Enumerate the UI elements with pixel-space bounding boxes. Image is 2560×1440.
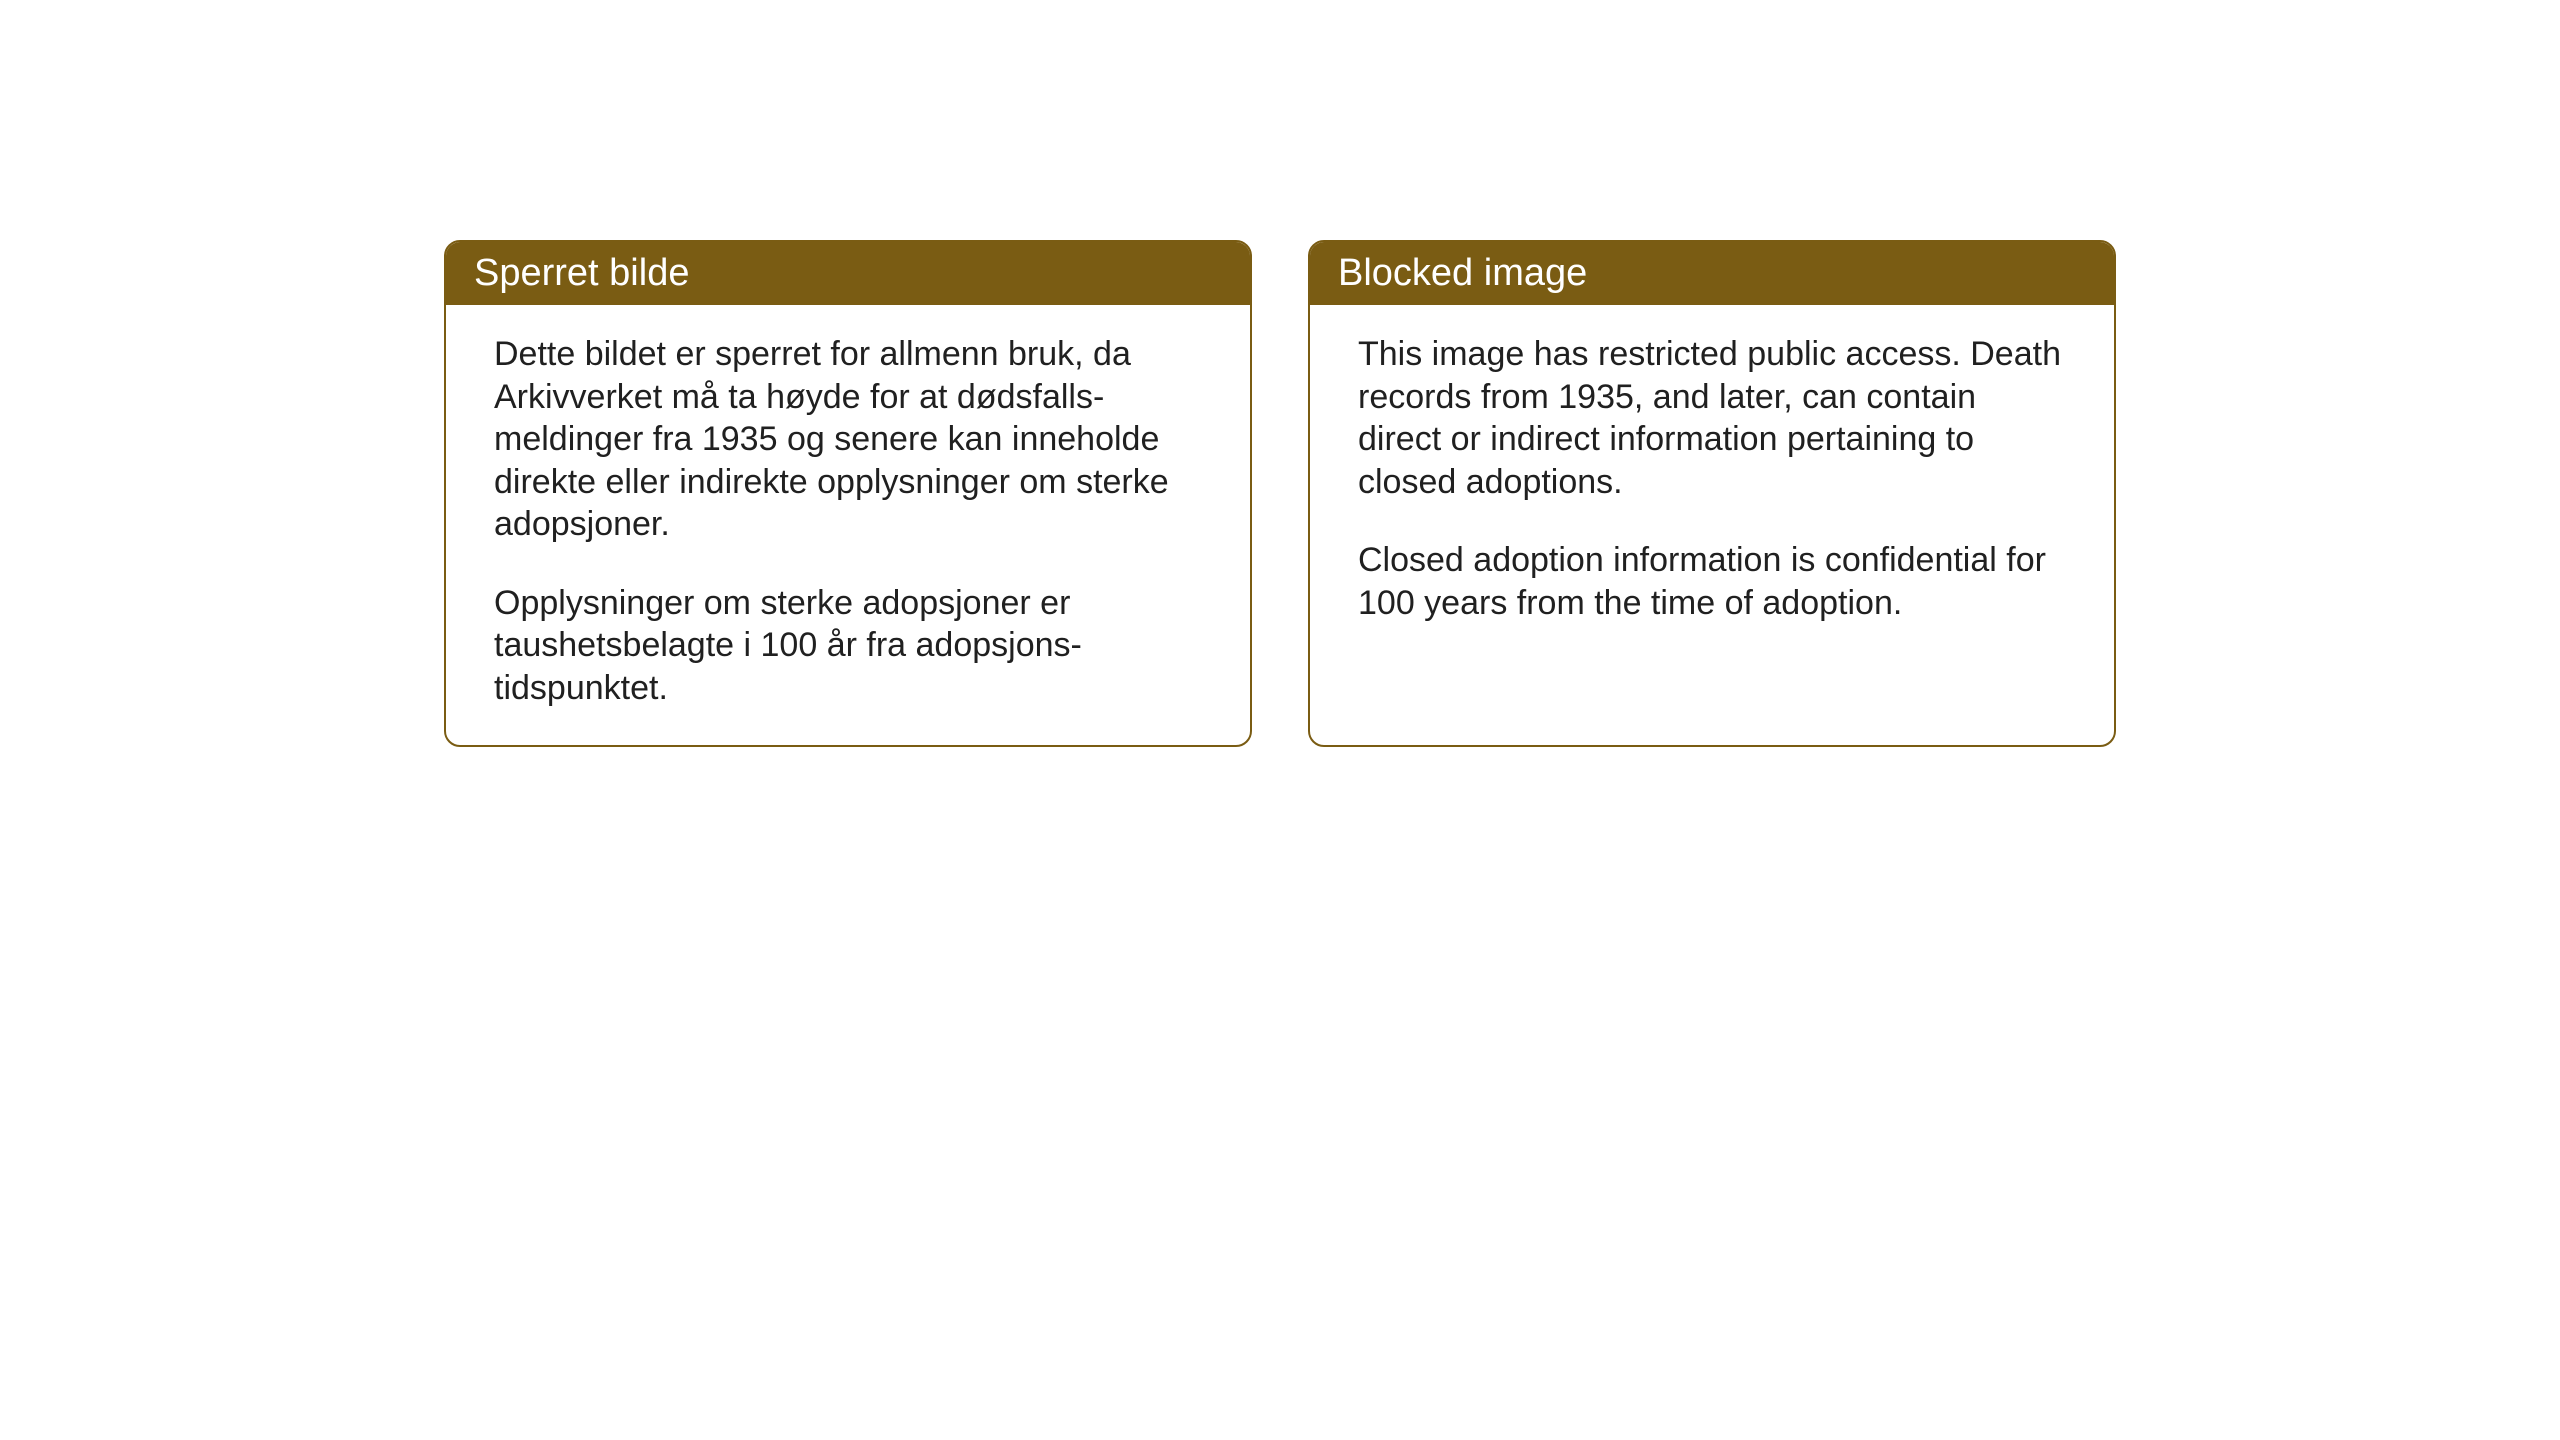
notice-body-english: This image has restricted public access.… — [1310, 305, 2114, 660]
notice-paragraph: Opplysninger om sterke adopsjoner er tau… — [494, 582, 1202, 710]
notice-header-norwegian: Sperret bilde — [446, 242, 1250, 305]
notice-paragraph: Dette bildet er sperret for allmenn bruk… — [494, 333, 1202, 546]
notice-box-english: Blocked image This image has restricted … — [1308, 240, 2116, 747]
notice-paragraph: Closed adoption information is confident… — [1358, 539, 2066, 624]
notice-box-norwegian: Sperret bilde Dette bildet er sperret fo… — [444, 240, 1252, 747]
notice-header-english: Blocked image — [1310, 242, 2114, 305]
notice-paragraph: This image has restricted public access.… — [1358, 333, 2066, 503]
notice-container: Sperret bilde Dette bildet er sperret fo… — [444, 240, 2116, 747]
notice-body-norwegian: Dette bildet er sperret for allmenn bruk… — [446, 305, 1250, 745]
